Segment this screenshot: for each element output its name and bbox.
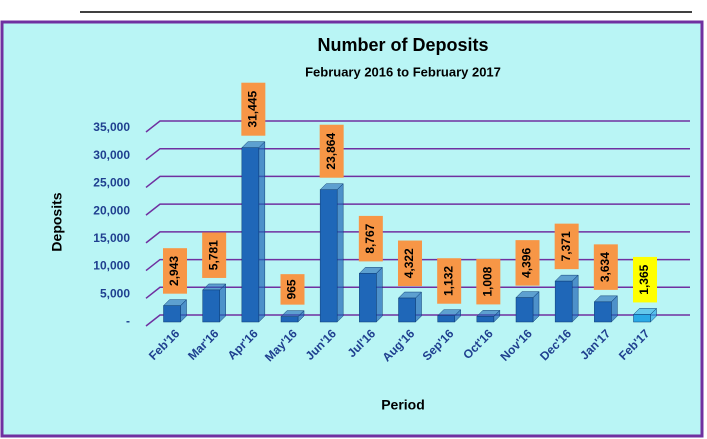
bar-side [219,283,226,323]
bar [515,297,534,323]
y-axis-label: Deposits [49,192,65,251]
bar-side [571,274,579,323]
chart-title: Number of Deposits [317,35,488,55]
y-tick-label: 30,000 [93,148,130,162]
data-label-box [554,223,579,270]
y-tick-label: 5,000 [100,286,130,300]
y-tick-label: 25,000 [93,176,130,190]
bar [594,301,612,323]
bar [163,305,181,323]
bar [241,147,260,323]
data-label: 31,445 [246,91,260,128]
bar [633,314,651,323]
grid-line [145,120,690,133]
data-label-box [241,82,266,136]
data-label-box [398,240,422,287]
bar [202,289,220,323]
bar [359,273,377,323]
data-label-box [280,274,305,305]
bar [476,316,495,323]
grid-line [145,258,690,272]
data-label-box [633,256,657,303]
chart-subtitle: February 2016 to February 2017 [305,64,501,79]
data-label: 4,322 [402,248,416,278]
y-tick-label: 20,000 [93,203,130,217]
data-label-box [202,232,227,278]
data-label-box [163,248,187,294]
data-label: 1,008 [481,266,495,296]
grid-line [145,147,690,161]
data-label: 1,132 [441,266,455,296]
grid-line [145,203,690,216]
data-label: 1,365 [637,264,651,294]
grid-line [145,231,690,244]
data-label: 2,943 [167,256,181,286]
grid-line [145,175,690,189]
data-label: 5,781 [206,240,220,270]
data-label-box [476,258,501,305]
data-label: 8,767 [363,223,377,253]
data-label: 23,864 [324,133,338,170]
bar [398,297,416,323]
data-label: 4,396 [520,248,534,278]
bar [319,189,338,323]
grid-line [145,286,690,299]
data-label-box [593,244,618,290]
bar-side [376,266,383,323]
data-label-box [319,124,344,178]
data-label-box [437,258,462,304]
bar-side [258,141,266,323]
data-label: 965 [285,279,299,299]
grid-line [145,314,690,327]
bar [554,280,573,323]
y-tick-label: 10,000 [93,259,130,273]
y-tick-label: 35,000 [93,120,130,134]
bar-side [336,183,344,323]
y-tick-label: 15,000 [93,231,130,245]
y-tick-label: - [126,314,130,328]
data-label-box [515,240,540,286]
data-label: 7,371 [559,231,573,261]
bar [280,316,299,323]
bar [437,315,455,323]
x-axis-label: Period [381,397,425,413]
data-label: 3,634 [598,252,612,282]
chart-panel [0,20,704,438]
data-label-box [358,215,383,262]
